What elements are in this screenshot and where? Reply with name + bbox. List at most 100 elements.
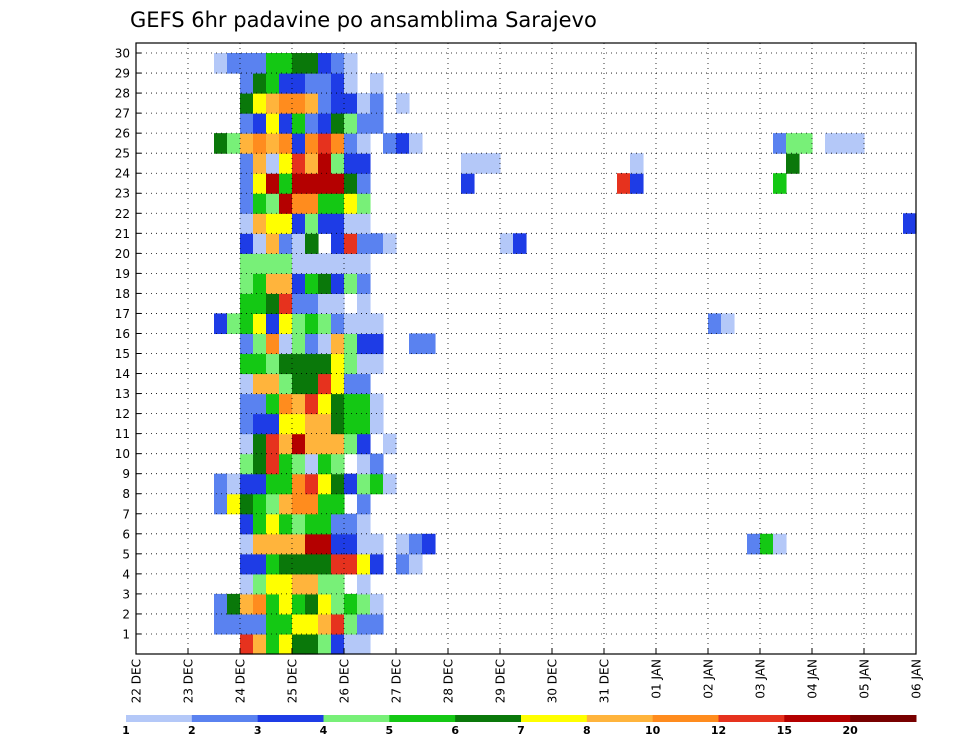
heatmap-cell bbox=[266, 153, 280, 174]
heatmap-cell bbox=[331, 133, 345, 154]
heatmap-cell bbox=[279, 273, 293, 294]
heatmap-cell bbox=[253, 633, 267, 655]
heatmap-cell bbox=[292, 433, 306, 455]
heatmap-cell bbox=[253, 513, 267, 535]
heatmap-cell bbox=[266, 333, 280, 355]
heatmap-cell bbox=[240, 153, 254, 174]
heatmap-cell bbox=[305, 493, 319, 515]
y-tick-label: 29 bbox=[115, 67, 130, 81]
heatmap-cell bbox=[344, 253, 358, 274]
legend-color-swatch bbox=[455, 715, 522, 722]
y-tick-label: 10 bbox=[115, 447, 130, 461]
heatmap-cell bbox=[266, 73, 280, 94]
heatmap-cell bbox=[240, 213, 254, 234]
heatmap-cell bbox=[292, 73, 306, 94]
heatmap-cell bbox=[357, 113, 371, 134]
y-tick-label: 20 bbox=[115, 247, 130, 261]
heatmap-cell bbox=[279, 413, 293, 435]
heatmap-cell bbox=[305, 73, 319, 94]
legend-label: 7 bbox=[517, 724, 525, 737]
heatmap-cell bbox=[279, 293, 293, 314]
heatmap-cell bbox=[903, 213, 917, 234]
heatmap-cell bbox=[240, 53, 254, 74]
heatmap-cell bbox=[357, 273, 371, 294]
legend-color-swatch bbox=[521, 715, 588, 722]
legend-color-swatch bbox=[126, 715, 193, 722]
heatmap-cell bbox=[266, 393, 280, 415]
heatmap-cell bbox=[331, 93, 345, 114]
heatmap-cell bbox=[370, 353, 384, 375]
heatmap-cell bbox=[240, 93, 254, 114]
heatmap-cell bbox=[383, 133, 397, 154]
heatmap-cell bbox=[227, 53, 241, 74]
heatmap-cell bbox=[357, 393, 371, 415]
heatmap-cell bbox=[370, 453, 384, 475]
heatmap-cell bbox=[331, 393, 345, 415]
x-axis-labels: 22 DEC 23 DEC 24 DEC 25 DEC 26 DEC 27 DEC 28 D… bbox=[130, 659, 924, 703]
heatmap-cell bbox=[357, 173, 371, 194]
heatmap-cell bbox=[305, 613, 319, 635]
heatmap-cell bbox=[331, 453, 345, 475]
heatmap-cell bbox=[305, 113, 319, 134]
heatmap-cell bbox=[305, 153, 319, 174]
heatmap-cell bbox=[396, 533, 410, 555]
heatmap-cell bbox=[331, 513, 345, 535]
heatmap-cell bbox=[240, 113, 254, 134]
heatmap-cell bbox=[292, 393, 306, 415]
y-tick-label: 27 bbox=[115, 107, 130, 121]
heatmap-cell bbox=[266, 613, 280, 635]
heatmap-cell bbox=[318, 273, 332, 294]
y-tick-label: 14 bbox=[115, 367, 130, 381]
heatmap-cell bbox=[253, 413, 267, 435]
heatmap-cell bbox=[344, 593, 358, 615]
heatmap-cell bbox=[318, 173, 332, 194]
heatmap-cell bbox=[240, 313, 254, 335]
heatmap-cell bbox=[292, 233, 306, 254]
heatmap-cell bbox=[786, 133, 800, 154]
heatmap-cell bbox=[240, 413, 254, 435]
heatmap-cell bbox=[240, 473, 254, 495]
heatmap-cell bbox=[331, 353, 345, 375]
heatmap-cell bbox=[279, 233, 293, 254]
heatmap-cell bbox=[292, 273, 306, 294]
heatmap-cell bbox=[279, 513, 293, 535]
heatmap-cell bbox=[253, 493, 267, 515]
heatmap-cell bbox=[318, 393, 332, 415]
heatmap-cell bbox=[305, 633, 319, 655]
heatmap-cell bbox=[240, 333, 254, 355]
heatmap-cell bbox=[253, 553, 267, 575]
heatmap-cell bbox=[331, 293, 345, 314]
heatmap-cell bbox=[266, 573, 280, 595]
heatmap-cell bbox=[253, 113, 267, 134]
heatmap-cell bbox=[318, 133, 332, 154]
heatmap-cell bbox=[344, 173, 358, 194]
heatmap-cell bbox=[253, 213, 267, 234]
heatmap-cell bbox=[214, 53, 228, 74]
heatmap-cell bbox=[279, 73, 293, 94]
heatmap-cell bbox=[253, 293, 267, 314]
heatmap-cell bbox=[409, 133, 423, 154]
y-tick-label: 4 bbox=[122, 567, 130, 581]
heatmap-cell bbox=[318, 533, 332, 555]
heatmap-cell bbox=[305, 533, 319, 555]
heatmap-cell bbox=[253, 453, 267, 475]
heatmap-cell bbox=[370, 593, 384, 615]
heatmap-cell bbox=[240, 293, 254, 314]
legend-label: 5 bbox=[386, 724, 394, 737]
heatmap-cell bbox=[357, 153, 371, 174]
heatmap-cell bbox=[318, 633, 332, 655]
heatmap-cell bbox=[240, 173, 254, 194]
heatmap-cell bbox=[370, 533, 384, 555]
heatmap-cell bbox=[253, 433, 267, 455]
heatmap-cell bbox=[318, 433, 332, 455]
legend-color-swatch bbox=[718, 715, 785, 722]
legend-label: 20 bbox=[843, 724, 859, 737]
heatmap-cell bbox=[240, 133, 254, 154]
heatmap-cell bbox=[396, 553, 410, 575]
heatmap-cell bbox=[266, 433, 280, 455]
heatmap-cell bbox=[292, 453, 306, 475]
heatmap-cell bbox=[383, 433, 397, 455]
plot-frame bbox=[135, 42, 917, 655]
heatmap-cell bbox=[331, 73, 345, 94]
x-tick-label: 26 DEC bbox=[338, 659, 352, 703]
